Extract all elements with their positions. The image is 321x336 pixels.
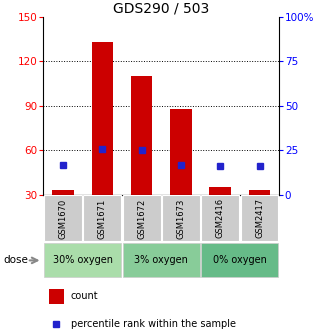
Bar [162, 195, 200, 242]
Text: GSM1670: GSM1670 [58, 198, 67, 239]
Text: GSM1672: GSM1672 [137, 198, 146, 239]
Text: GSM1673: GSM1673 [177, 198, 186, 239]
Text: 30% oxygen: 30% oxygen [53, 255, 113, 265]
Bar [83, 195, 121, 242]
Text: percentile rank within the sample: percentile rank within the sample [71, 319, 236, 329]
Bar [123, 243, 200, 278]
Bar [52, 191, 74, 195]
Bar [131, 76, 152, 195]
Bar [201, 243, 279, 278]
Text: GSM2416: GSM2416 [216, 198, 225, 239]
Text: GSM2417: GSM2417 [255, 198, 264, 239]
Bar [249, 191, 270, 195]
Bar [170, 109, 192, 195]
Bar [201, 195, 239, 242]
Text: GSM1671: GSM1671 [98, 198, 107, 239]
Bar [91, 42, 113, 195]
Bar [44, 195, 82, 242]
Title: GDS290 / 503: GDS290 / 503 [113, 2, 209, 16]
Bar [123, 195, 160, 242]
Text: 3% oxygen: 3% oxygen [134, 255, 188, 265]
Bar [210, 187, 231, 195]
Text: 0% oxygen: 0% oxygen [213, 255, 267, 265]
Bar [44, 243, 121, 278]
Text: dose: dose [3, 255, 28, 265]
Bar [49, 289, 64, 304]
Bar [241, 195, 279, 242]
Text: count: count [71, 291, 98, 301]
